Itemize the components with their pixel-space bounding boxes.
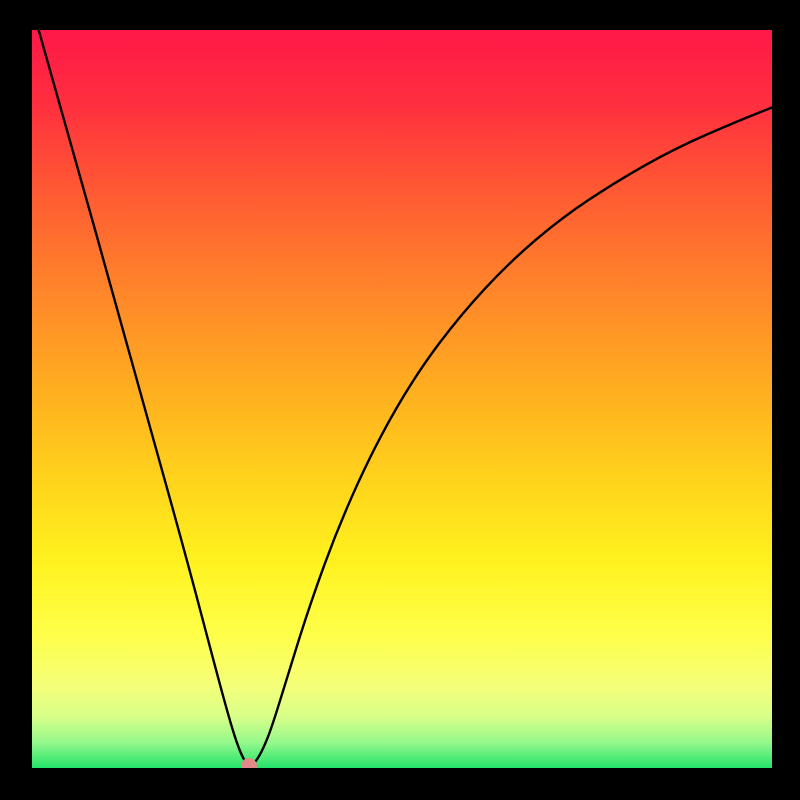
bottleneck-curve	[32, 30, 772, 768]
attribution-label: TheBottleneck.com	[590, 2, 782, 28]
optimum-marker	[241, 758, 257, 768]
frame-border-bottom	[0, 768, 800, 800]
plot-area	[32, 30, 772, 768]
frame-border-right	[772, 0, 800, 800]
frame-border-left	[0, 0, 32, 800]
